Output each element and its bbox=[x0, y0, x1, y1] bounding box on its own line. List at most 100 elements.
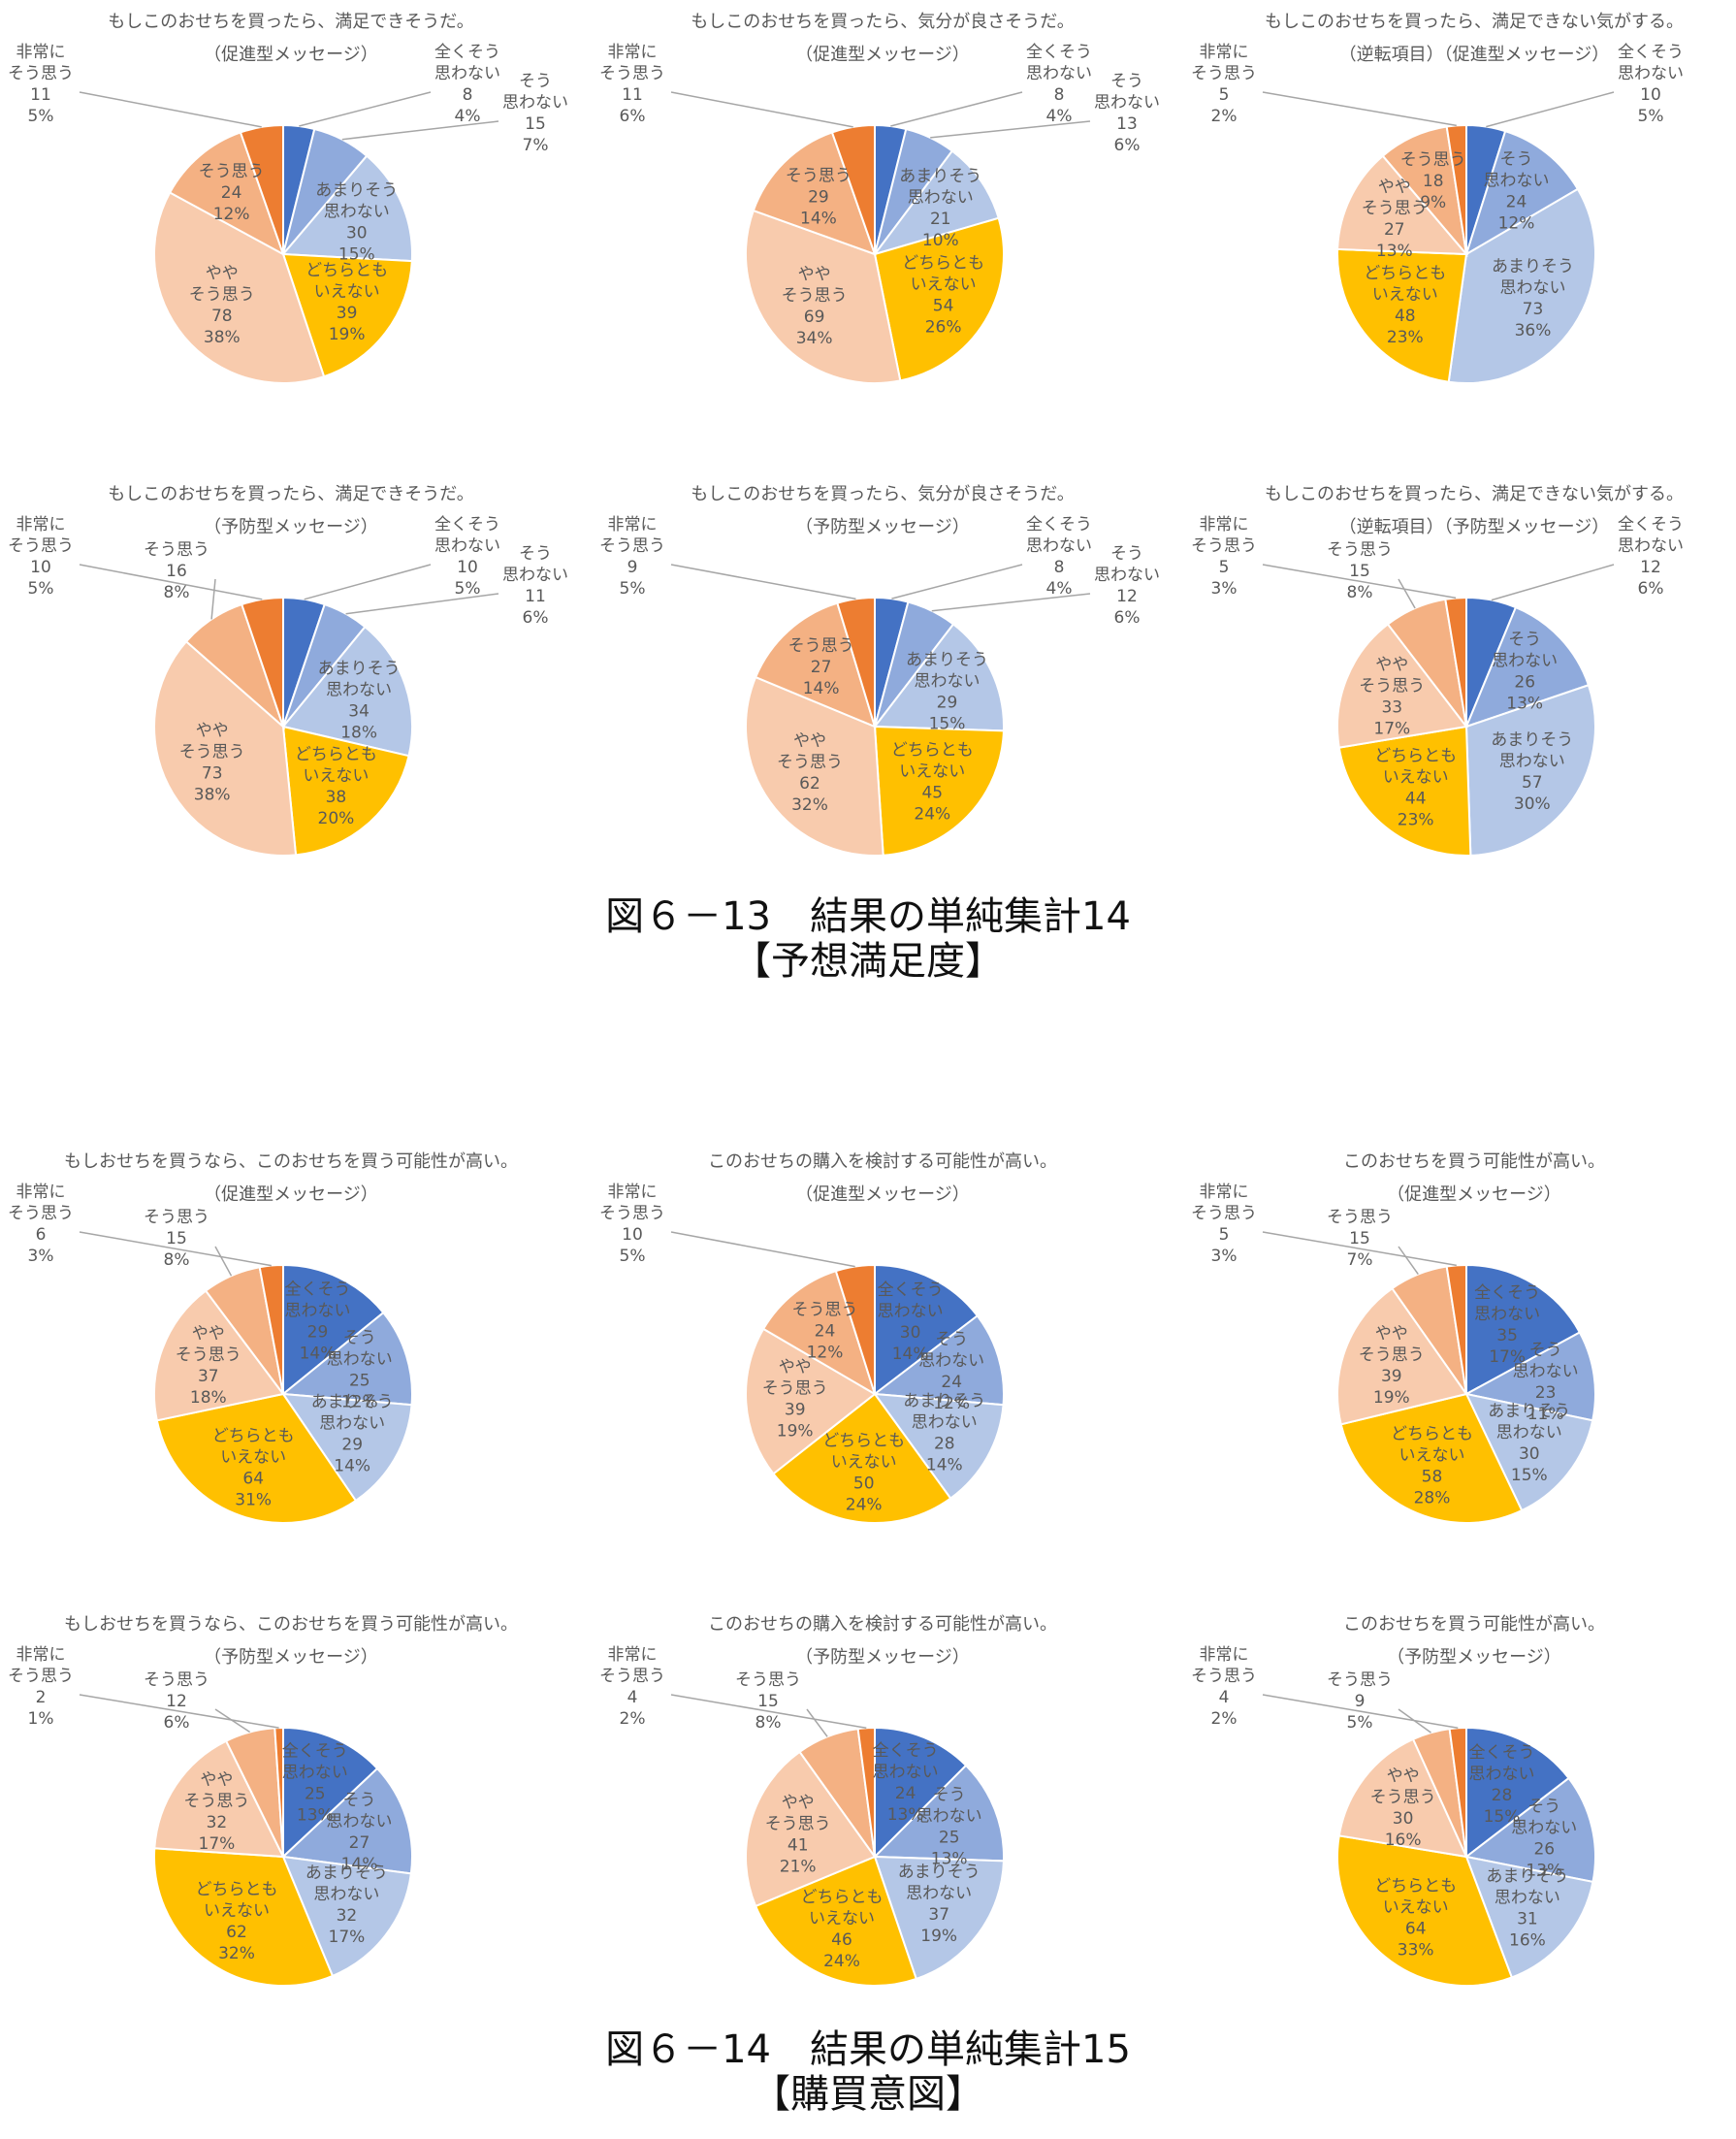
slice-category: 思わない bbox=[434, 64, 500, 83]
slice-label: どちらともいえない 62 32% bbox=[196, 1880, 278, 1963]
slice-label: そう思わない 25 12% bbox=[327, 1329, 393, 1412]
chart-subtitle: （促進型メッセージ） bbox=[795, 45, 970, 65]
slice-label: そう思う 15 8% bbox=[1327, 540, 1393, 602]
slice-category: そう思う bbox=[1191, 1204, 1257, 1223]
slice-value: 34 bbox=[348, 702, 370, 722]
slice-category: やや bbox=[196, 722, 229, 741]
slice-label: そう思わない 26 13% bbox=[1511, 1797, 1577, 1880]
slice-value: 26 bbox=[1514, 673, 1535, 693]
slice-category: そう思う bbox=[762, 1379, 828, 1399]
slice-category: 思わない bbox=[1618, 536, 1684, 556]
slice-value: 8 bbox=[463, 85, 473, 105]
leader-line bbox=[79, 1694, 279, 1729]
pie-labels: そう思わない 26 13%あまりそう思わない 57 30%どちらともいえない 44 23%や… bbox=[1191, 515, 1684, 830]
chart-title: もしこのおせちを買ったら、満足できそうだ。 bbox=[108, 12, 474, 32]
slice-category: 非常に bbox=[608, 1645, 658, 1665]
pie-labels: あまりそう思わない 34 18%どちらともいえない 38 20%ややそう思う 73 38%全… bbox=[8, 515, 568, 828]
slice-category: 全くそう bbox=[434, 43, 500, 62]
chart-title: もしおせちを買うなら、このおせちを買う可能性が高い。 bbox=[64, 1151, 518, 1172]
slice-label: 全くそう思わない 25 13% bbox=[282, 1741, 348, 1825]
slice-category: そう思う bbox=[777, 753, 843, 772]
slice-label: どちらともいえない 64 31% bbox=[212, 1427, 295, 1510]
pie-slice bbox=[280, 1392, 413, 1503]
leader-line bbox=[670, 1231, 855, 1268]
slice-category: やや bbox=[1378, 178, 1411, 197]
slice-label: どちらともいえない 58 28% bbox=[1391, 1424, 1473, 1507]
slice-percent: 33% bbox=[1398, 1941, 1434, 1961]
slice-label: あまりそう思わない 30 15% bbox=[1488, 1402, 1570, 1485]
slice-category: 非常に bbox=[608, 43, 658, 62]
pie-slice bbox=[1445, 123, 1467, 255]
slice-percent: 32% bbox=[791, 795, 828, 815]
slice-category: 全くそう bbox=[282, 1741, 348, 1761]
slice-percent: 3% bbox=[1211, 579, 1238, 599]
slice-label: そう思う 27 14% bbox=[788, 636, 854, 698]
slice-category: あまりそう bbox=[898, 1863, 981, 1882]
pie-chart-11: このおせちの購入を検討する可能性が高い。 （予防型メッセージ） 全くそう思わない 24… bbox=[592, 1603, 1173, 2039]
slice-label: 非常にそう思う 5 3% bbox=[1191, 515, 1257, 599]
slice-value: 28 bbox=[934, 1435, 955, 1454]
slice-category: そう思う bbox=[1191, 1667, 1257, 1686]
slice-category: 思わない bbox=[908, 188, 974, 208]
slice-value: 25 bbox=[349, 1372, 370, 1391]
slice-percent: 13% bbox=[297, 1805, 334, 1825]
slice-category: そう思う bbox=[199, 162, 265, 181]
slice-category: そう思う bbox=[1359, 1345, 1425, 1365]
slice-category: 思わない bbox=[319, 1414, 385, 1434]
leader-line bbox=[1398, 1708, 1431, 1734]
slice-category: いえない bbox=[220, 1448, 286, 1468]
chart-title: もしこのおせちを買ったら、気分が良さそうだ。 bbox=[691, 484, 1075, 504]
slice-category: どちらとも bbox=[305, 261, 388, 280]
slice-category: 思わない bbox=[1026, 64, 1092, 83]
slice-category: 思わない bbox=[327, 1812, 393, 1831]
slice-percent: 23% bbox=[1398, 811, 1434, 830]
slice-category: どちらとも bbox=[1391, 1424, 1473, 1443]
pie-svg: 全くそう思わない 24 13%そう思わない 25 13%あまりそう思わない 37 19%どち… bbox=[599, 1645, 1005, 1987]
slice-category: 思わない bbox=[918, 1351, 984, 1371]
slice-label: どちらともいえない 48 23% bbox=[1364, 264, 1446, 347]
slice-value: 25 bbox=[305, 1784, 326, 1803]
slice-value: 30 bbox=[900, 1323, 921, 1343]
pie-slice bbox=[872, 1764, 1005, 1863]
slice-percent: 14% bbox=[334, 1457, 370, 1476]
slice-category: いえない bbox=[1383, 768, 1449, 788]
leader-line bbox=[214, 1246, 233, 1277]
pie-slice bbox=[1465, 1726, 1570, 1860]
slice-percent: 4% bbox=[1046, 579, 1073, 599]
pie-slice bbox=[874, 1263, 980, 1397]
slice-category: いえない bbox=[314, 282, 380, 302]
leader-line bbox=[1262, 91, 1457, 127]
slice-category: そう bbox=[935, 1330, 968, 1349]
pie-slice bbox=[745, 1750, 877, 1908]
slice-percent: 14% bbox=[341, 1855, 378, 1874]
slice-category: そう bbox=[1500, 150, 1533, 170]
slice-percent: 6% bbox=[164, 1713, 190, 1733]
pie-slice bbox=[1463, 1776, 1596, 1884]
slice-label: ややそう思う 41 21% bbox=[765, 1793, 831, 1876]
slice-category: どちらとも bbox=[801, 1888, 884, 1907]
slice-percent: 26% bbox=[925, 318, 962, 338]
slice-percent: 2% bbox=[1211, 107, 1238, 126]
slice-category: あまりそう bbox=[315, 180, 398, 200]
slice-value: 57 bbox=[1522, 773, 1543, 793]
pie-labels: 全くそう思わない 35 17% そう思わない 23 11%あまりそう思わない 30 15%どち… bbox=[1191, 1183, 1579, 1507]
slice-value: 11 bbox=[622, 85, 643, 105]
slice-category: 思わない bbox=[1500, 278, 1566, 298]
leader-line bbox=[345, 593, 499, 615]
slice-percent: 6% bbox=[523, 608, 549, 628]
slice-label: どちらともいえない 46 24% bbox=[801, 1888, 884, 1971]
slice-label: ややそう思う 30 16% bbox=[1370, 1766, 1436, 1850]
slice-percent: 8% bbox=[755, 1713, 782, 1733]
slice-value: 21 bbox=[930, 210, 951, 229]
pie-slice bbox=[280, 1766, 413, 1875]
slice-value: 78 bbox=[211, 307, 233, 326]
slice-value: 8 bbox=[1054, 85, 1065, 105]
leader-line bbox=[1398, 578, 1416, 609]
figure-caption-13: 図６－13 結果の単純集計14 【予想満足度】 bbox=[0, 894, 1736, 984]
slice-category: 非常に bbox=[16, 1645, 66, 1665]
slice-percent: 18% bbox=[190, 1388, 227, 1408]
pie-slice bbox=[168, 131, 285, 257]
chart-title: もしこのおせちを買ったら、満足できそうだ。 bbox=[108, 484, 474, 504]
slice-label: 全くそう思わない 24 13% bbox=[873, 1741, 939, 1825]
pie-chart-12: このおせちを買う可能性が高い。 （予防型メッセージ） 全くそう思わない 28 15% そう… bbox=[1183, 1603, 1736, 2039]
